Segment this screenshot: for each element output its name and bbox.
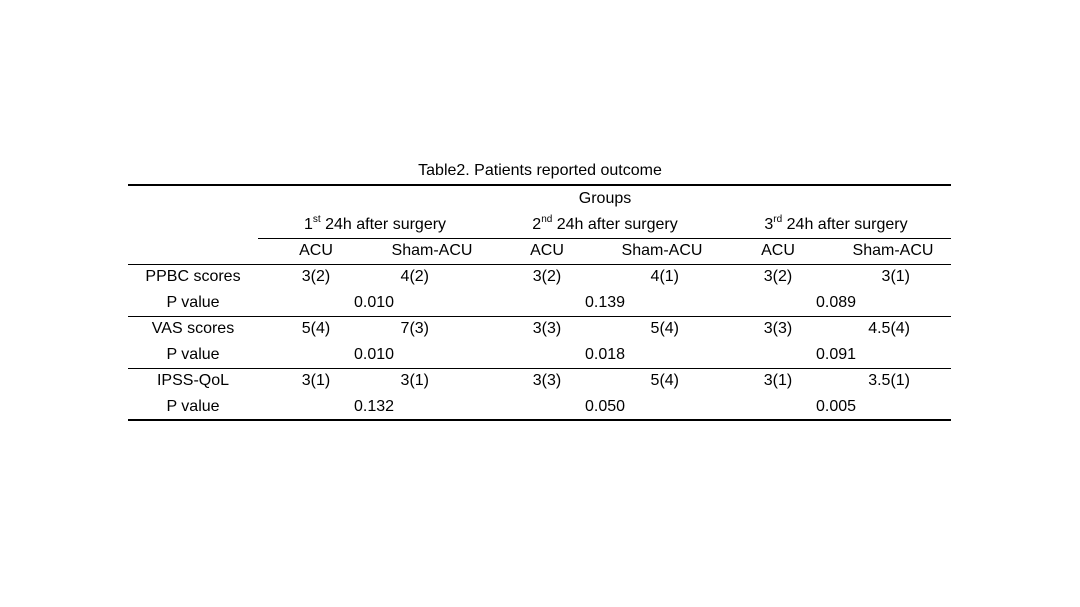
header-bottom-rule <box>128 264 951 265</box>
subheader-sham-acu-3: Sham-ACU <box>852 242 934 259</box>
table-cell: 3(1) <box>881 268 910 285</box>
row-label-ppbc: PPBC scores <box>145 268 241 285</box>
p-value-cell: 0.089 <box>815 294 857 311</box>
table-cell: 3(3) <box>763 320 793 337</box>
period-header-3: 3rd 24h after surgery <box>764 213 908 235</box>
row-label-p-value: P value <box>166 346 220 363</box>
period-header-2: 2nd 24h after surgery <box>532 213 678 235</box>
p-value-cell: 0.139 <box>584 294 626 311</box>
period-header-1-number: 1 <box>303 216 313 233</box>
table-cell: 7(3) <box>400 320 429 337</box>
table-caption: Table2. Patients reported outcome <box>418 162 662 179</box>
table-cell: 4(2) <box>400 268 429 285</box>
p-value-cell: 0.010 <box>353 294 395 311</box>
period-header-1-suffix: st <box>312 213 321 225</box>
table-cell: 5(4) <box>301 320 331 337</box>
subheader-acu-2: ACU <box>530 242 564 259</box>
table-cell: 5(4) <box>650 372 679 389</box>
subheader-sham-acu-1: Sham-ACU <box>391 242 473 259</box>
table-cell: 3(3) <box>532 320 562 337</box>
table-cell: 4(1) <box>650 268 679 285</box>
table-bottom-rule <box>128 419 951 421</box>
table-cell: 3(2) <box>532 268 562 285</box>
table-cell: 3.5(1) <box>868 372 910 389</box>
row-label-p-value: P value <box>166 294 220 311</box>
subheader-acu-3: ACU <box>761 242 795 259</box>
table-cell: 3(1) <box>301 372 331 389</box>
p-value-cell: 0.018 <box>584 346 626 363</box>
period-header-1: 1st 24h after surgery <box>303 213 447 235</box>
row-label-ipss-qol: IPSS-QoL <box>156 372 230 389</box>
row-label-vas: VAS scores <box>151 320 235 337</box>
table-cell: 3(2) <box>763 268 793 285</box>
row-group-rule <box>128 316 951 317</box>
table-cell: 5(4) <box>650 320 679 337</box>
table-top-rule <box>128 184 951 186</box>
period-header-3-number: 3 <box>764 216 774 233</box>
row-label-p-value: P value <box>166 398 220 415</box>
p-value-cell: 0.010 <box>353 346 395 363</box>
subheader-sham-acu-2: Sham-ACU <box>621 242 703 259</box>
p-value-cell: 0.050 <box>584 398 626 415</box>
period-header-1-text: 24h after surgery <box>320 216 447 233</box>
p-value-cell: 0.005 <box>815 398 857 415</box>
table-cell: 4.5(4) <box>868 320 910 337</box>
row-group-rule <box>128 368 951 369</box>
table-cell: 3(1) <box>400 372 429 389</box>
period-header-3-suffix: rd <box>773 213 783 225</box>
period-header-2-suffix: nd <box>541 213 553 225</box>
table-cell: 3(3) <box>532 372 562 389</box>
table-cell: 3(2) <box>301 268 331 285</box>
subheader-rule <box>258 238 951 239</box>
period-header-2-number: 2 <box>532 216 542 233</box>
subheader-acu-1: ACU <box>299 242 333 259</box>
table-cell: 3(1) <box>763 372 793 389</box>
period-header-2-text: 24h after surgery <box>552 216 678 233</box>
p-value-cell: 0.091 <box>815 346 857 363</box>
groups-header: Groups <box>578 190 632 207</box>
period-header-3-text: 24h after surgery <box>782 216 908 233</box>
p-value-cell: 0.132 <box>353 398 395 415</box>
